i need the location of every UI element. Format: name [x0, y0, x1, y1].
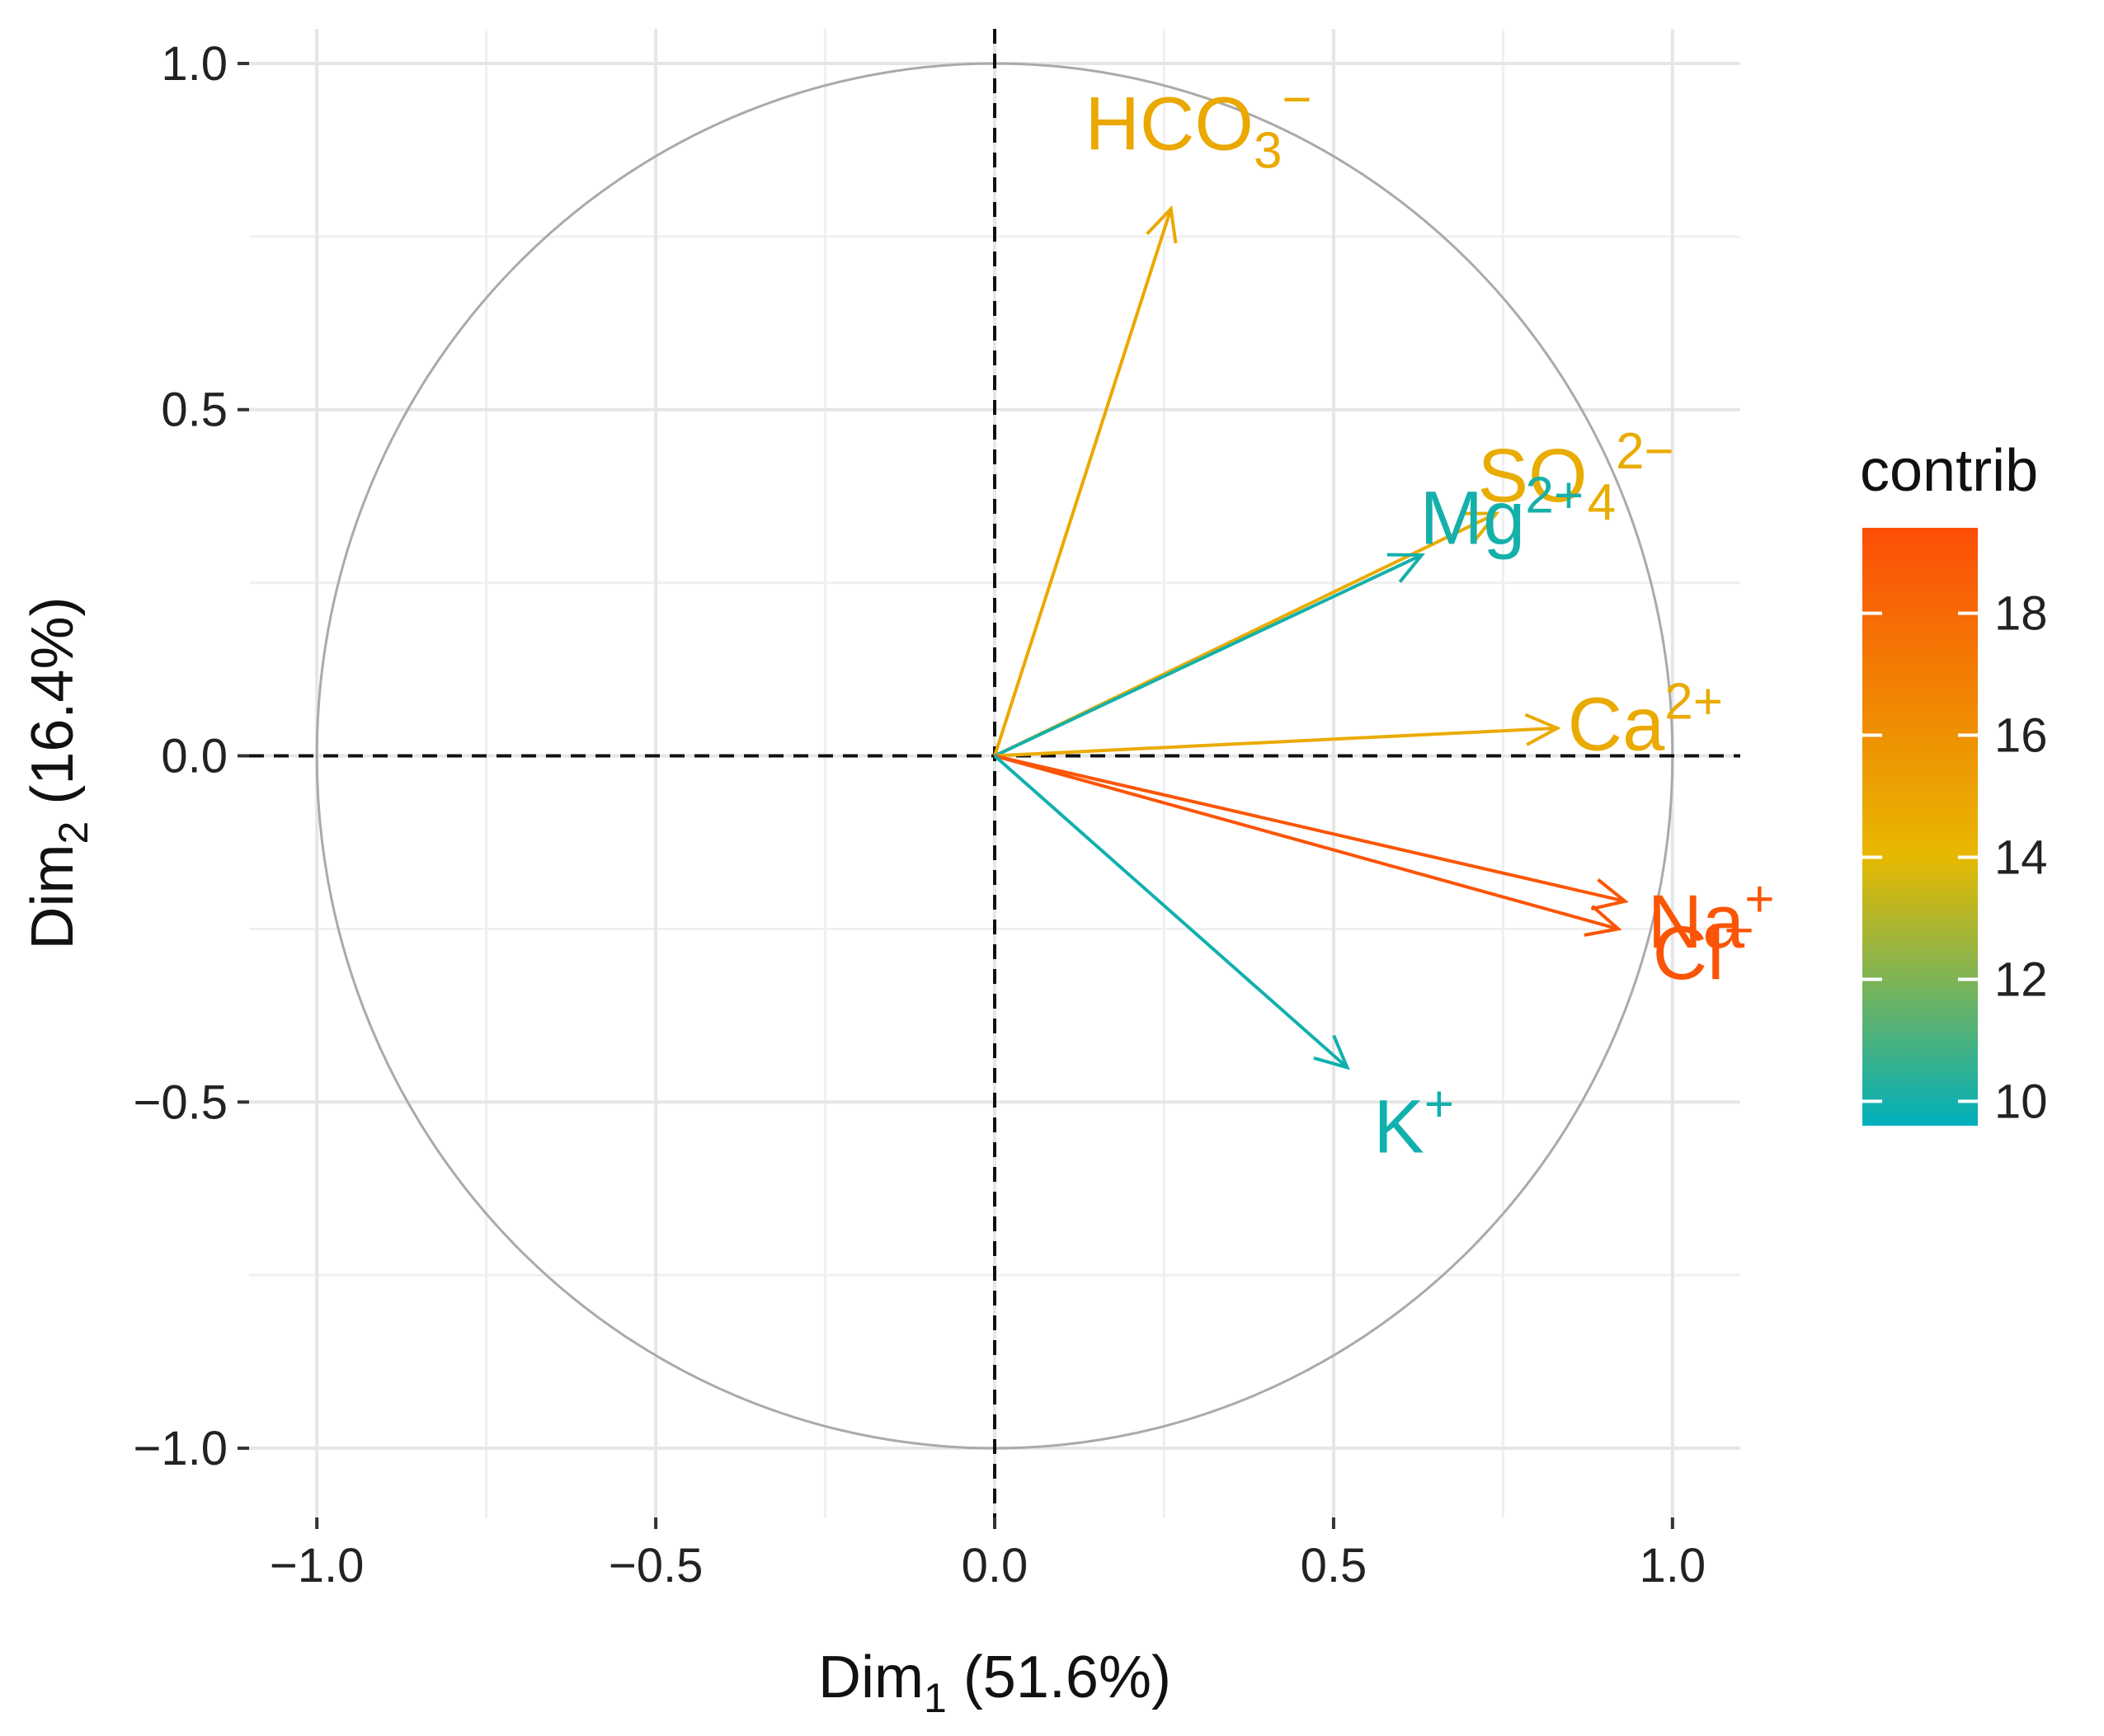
arrowhead-mg2: [1386, 553, 1425, 583]
y-tick-label: 1.0: [161, 37, 228, 91]
arrow-ca2: [994, 726, 1558, 758]
label-hco3: HCO3−: [1085, 72, 1311, 180]
label-so42: SO42−: [1478, 423, 1674, 531]
y-tick-label: −1.0: [134, 1422, 228, 1475]
legend-tick-label: 16: [1994, 709, 2048, 763]
arrowhead-ca2: [1524, 713, 1561, 746]
variable-arrows: [993, 205, 1629, 1070]
axes: −1.0 −0.5 0.0 0.5 1.0 −1.0 −0.5 0.0 0.5 1.0 Dim1 (…: [20, 37, 1706, 1721]
legend-tick-label: 10: [1994, 1075, 2048, 1128]
legend-tick-label: 12: [1994, 953, 2048, 1006]
y-tick-label: 0.5: [161, 383, 228, 437]
arrow-mg2: [994, 553, 1423, 758]
label-k: K+: [1373, 1076, 1454, 1169]
legend-tick-label: 18: [1994, 587, 2048, 641]
arrowhead-cl: [1584, 905, 1622, 937]
arrow-cl: [994, 754, 1619, 931]
x-tick-label: 1.0: [1639, 1539, 1706, 1593]
arrowhead-na: [1590, 877, 1629, 911]
arrowhead-hco3: [1146, 205, 1178, 244]
x-tick-label: −0.5: [609, 1539, 704, 1593]
y-tick-label: 0.0: [161, 730, 228, 783]
plot-panel: [249, 29, 1740, 1517]
legend-colorbar: [1862, 528, 1978, 1126]
legend-tick-label: 14: [1994, 830, 2048, 884]
x-tick-label: 0.5: [1301, 1539, 1367, 1593]
arrow-k: [993, 755, 1349, 1069]
label-mg2: Mg2+: [1420, 467, 1584, 560]
label-cl: Cl−: [1653, 902, 1754, 995]
x-tick-label: 0.0: [962, 1539, 1028, 1593]
arrowhead-k: [1313, 1034, 1350, 1070]
legend-title: contrib: [1860, 438, 2038, 504]
label-na: Na+: [1648, 871, 1775, 964]
arrow-na: [994, 754, 1626, 903]
variable-labels: HCO3− SO42−Mg2+ Ca2+ Na+Cl− K+: [1085, 72, 1774, 1169]
arrow-hco3: [993, 208, 1173, 757]
y-tick-label: −0.5: [134, 1075, 228, 1129]
label-ca2: Ca2+: [1568, 674, 1723, 767]
arrowhead-so42: [1462, 511, 1500, 542]
y-axis-title: Dim2 (16.4%): [20, 597, 96, 950]
contrib-legend: contrib 10 12 14 16 18: [1860, 438, 2048, 1128]
x-axis-title: Dim1 (51.6%): [818, 1644, 1171, 1721]
x-tick-label: −1.0: [270, 1539, 365, 1593]
